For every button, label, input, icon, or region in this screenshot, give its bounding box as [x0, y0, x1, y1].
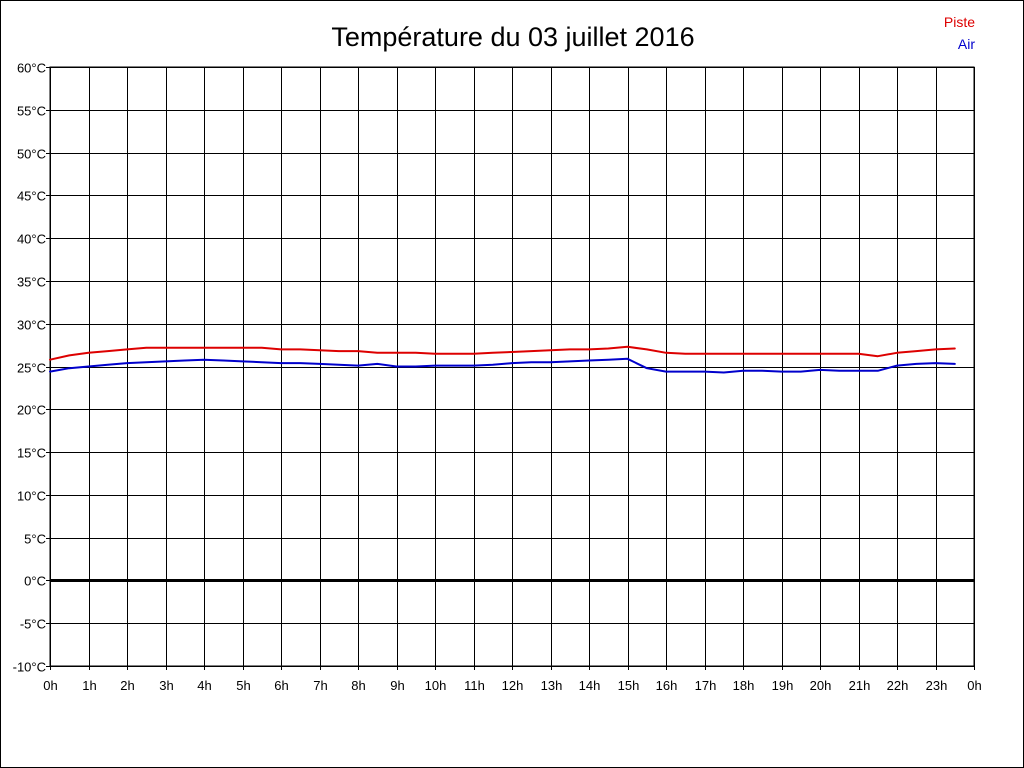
y-tick-label: 30°C: [17, 318, 46, 333]
x-tick-label: 22h: [887, 678, 909, 693]
x-tick-label: 5h: [236, 678, 250, 693]
y-tick-label: 60°C: [17, 61, 46, 76]
x-tick-label: 3h: [159, 678, 173, 693]
x-tick-label: 0h: [43, 678, 57, 693]
y-tick-label: 15°C: [17, 446, 46, 461]
y-tick-label: 20°C: [17, 403, 46, 418]
axis-labels: 0h 1h 2h 3h 4h 5h 6h 7h 8h 9h 10h 11h 12h 13h 14h 15h 16…: [13, 61, 982, 694]
y-tick-label: -5°C: [20, 617, 46, 632]
legend-entry-air: Air: [958, 36, 975, 52]
series-layer: [49, 345, 956, 374]
legend: Piste Air: [944, 14, 975, 52]
y-tick-label: 10°C: [17, 489, 46, 504]
y-tick-label: 35°C: [17, 275, 46, 290]
x-tick-label: 14h: [579, 678, 601, 693]
x-tick-label: 17h: [695, 678, 717, 693]
legend-entry-piste: Piste: [944, 14, 975, 30]
series-line-piste: [49, 345, 956, 361]
x-tick-label: 21h: [849, 678, 871, 693]
y-tick-label: 40°C: [17, 232, 46, 247]
y-tick-label: 0°C: [24, 574, 46, 589]
x-tick-label: 20h: [810, 678, 832, 693]
x-tick-label: 13h: [541, 678, 563, 693]
x-tick-label: 7h: [313, 678, 327, 693]
x-tick-label: 16h: [656, 678, 678, 693]
x-tick-label: 15h: [618, 678, 640, 693]
x-tick-label: 4h: [197, 678, 211, 693]
y-tick-label: -10°C: [13, 660, 46, 675]
x-tick-label: 6h: [274, 678, 288, 693]
x-tick-label: 23h: [926, 678, 948, 693]
x-tick-label: 8h: [351, 678, 365, 693]
y-tick-label: 55°C: [17, 104, 46, 119]
x-tick-label: 19h: [772, 678, 794, 693]
y-tick-label: 5°C: [24, 532, 46, 547]
y-tick-label: 25°C: [17, 361, 46, 376]
x-tick-label: 18h: [733, 678, 755, 693]
y-tick-label: 50°C: [17, 147, 46, 162]
x-tick-label: 2h: [120, 678, 134, 693]
x-tick-label: 1h: [82, 678, 96, 693]
x-tick-label: 11h: [464, 678, 485, 693]
series-line-air: [49, 357, 956, 374]
x-tick-label: 0h: [967, 678, 981, 693]
x-tick-label: 10h: [425, 678, 447, 693]
x-tick-label: 12h: [502, 678, 524, 693]
chart-title: Température du 03 juillet 2016: [331, 22, 694, 52]
x-tick-label: 9h: [390, 678, 404, 693]
y-tick-label: 45°C: [17, 189, 46, 204]
